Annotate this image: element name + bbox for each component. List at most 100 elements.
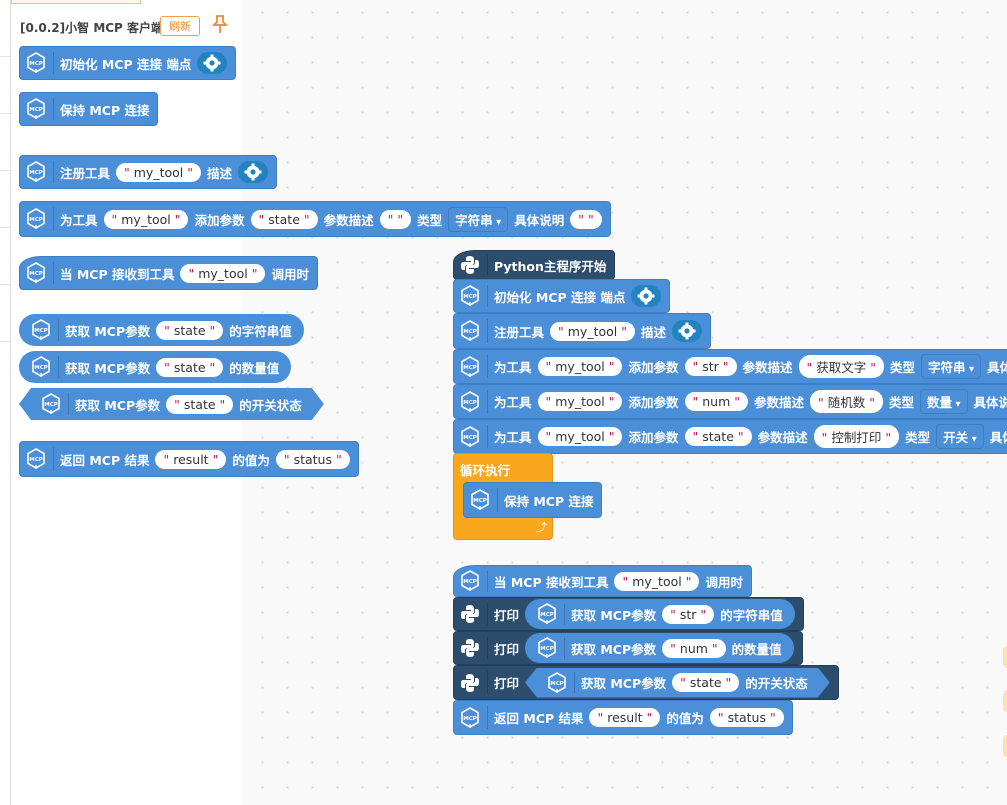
block-label: 保持 MCP 连接: [60, 102, 150, 118]
type-dropdown[interactable]: 字符串 ▾: [448, 206, 509, 232]
chevron-down-icon: ▾: [965, 364, 975, 375]
python-main-hat-block[interactable]: Python主程序开始: [453, 250, 616, 280]
mcp-icon: MCP: [26, 261, 54, 285]
quote-mark: ": [332, 451, 342, 467]
string-field[interactable]: " my_tool ": [550, 321, 635, 341]
quote-mark: ": [806, 360, 817, 375]
mcp-icon: MCP: [460, 319, 488, 343]
statement-block[interactable]: MCP 为工具 " my_tool " 添加参数 " str " 参数描述 " 获取文字 "…: [453, 349, 1007, 384]
string-field[interactable]: " state ": [166, 395, 233, 414]
quote-mark: ": [174, 396, 184, 412]
svg-text:MCP: MCP: [540, 646, 554, 652]
statement-block[interactable]: MCP 保持 MCP 连接: [463, 482, 603, 518]
string-field[interactable]: " my_tool ": [537, 427, 623, 446]
string-field[interactable]: " my_tool ": [614, 571, 700, 591]
string-field[interactable]: " state ": [672, 673, 739, 692]
string-value: result: [607, 710, 643, 725]
string-field[interactable]: " ": [379, 209, 412, 229]
statement-block[interactable]: MCP 为工具 " my_tool " 添加参数 " num " 参数描述 " 随机数 " 类…: [453, 384, 1007, 419]
print-block[interactable]: 打印 MCP 获取 MCP参数 " state " 的开关状态: [453, 665, 839, 700]
gear-mutator-button[interactable]: [672, 320, 702, 342]
string-field[interactable]: " 控制打印 ": [813, 425, 900, 448]
block-label: 的开关状态: [745, 676, 808, 691]
type-dropdown[interactable]: 开关 ▾: [936, 424, 984, 449]
event-hat-block[interactable]: MCP 当 MCP 接收到工具 " my_tool " 调用时: [453, 565, 752, 597]
reporter-block[interactable]: MCP 获取 MCP参数 " num " 的数量值: [525, 633, 794, 663]
statement-block[interactable]: MCP 为工具 " my_tool " 添加参数 " state " 参数描述 " 控制打印…: [453, 419, 1007, 454]
string-field[interactable]: " num ": [662, 638, 726, 658]
block-label: 为工具: [494, 395, 532, 410]
string-field[interactable]: " result ": [155, 449, 227, 469]
statement-block[interactable]: MCP 返回 MCP 结果 " result " 的值为 " status ": [453, 700, 793, 735]
python-icon: [460, 255, 488, 275]
print-block[interactable]: 打印 MCP 获取 MCP参数 " str " 的字符串值: [453, 597, 804, 631]
category-tab-edge: [11, 0, 141, 4]
print-block[interactable]: 打印 MCP 获取 MCP参数 " num " 的数量值: [453, 631, 803, 665]
reporter-block[interactable]: MCP 获取 MCP参数 " state " 的开关状态: [525, 668, 830, 698]
gear-mutator-button[interactable]: [238, 161, 268, 183]
event-hat-block[interactable]: MCP 当 MCP 接收到工具 " my_tool " 调用时: [19, 256, 318, 290]
refresh-button[interactable]: 刷新: [160, 16, 200, 36]
string-field[interactable]: " my_tool ": [180, 263, 266, 283]
reporter-block[interactable]: MCP 获取 MCP参数 " state " 的数量值: [19, 351, 292, 383]
block-label: 为工具: [494, 360, 532, 375]
string-value: my_tool: [555, 394, 605, 409]
string-value: str: [702, 359, 719, 374]
block-label: 初始化 MCP 连接 端点: [494, 289, 626, 305]
quote-mark: ": [818, 395, 828, 410]
string-field[interactable]: " my_tool ": [103, 209, 189, 229]
string-field[interactable]: " str ": [684, 357, 737, 376]
quote-mark: ": [124, 164, 134, 180]
string-value: 随机数: [827, 395, 866, 410]
string-field[interactable]: " state ": [250, 209, 318, 229]
block-label: 注册工具: [60, 165, 111, 181]
string-field[interactable]: " 随机数 ": [810, 390, 883, 413]
quote-mark: ": [866, 360, 877, 375]
statement-block[interactable]: MCP 初始化 MCP 连接 端点: [453, 279, 671, 313]
string-field[interactable]: " str ": [662, 604, 715, 624]
boolean-reporter-block[interactable]: MCP 获取 MCP参数 " state " 的开关状态: [19, 388, 324, 420]
python-icon: [460, 636, 488, 660]
block-label: 初始化 MCP 连接 端点: [60, 56, 192, 72]
string-field[interactable]: " state ": [156, 357, 224, 377]
string-value: state: [702, 429, 734, 444]
string-field[interactable]: " my_tool ": [537, 357, 623, 376]
reporter-block[interactable]: MCP 获取 MCP参数 " state " 的字符串值: [19, 314, 304, 346]
statement-block[interactable]: MCP 返回 MCP 结果 " result " 的值为 " status ": [19, 441, 359, 477]
mcp-icon: MCP: [537, 637, 566, 659]
string-field[interactable]: " result ": [589, 708, 661, 727]
gear-mutator-button[interactable]: [197, 52, 228, 74]
string-field[interactable]: " status ": [275, 449, 350, 469]
quote-mark: ": [881, 430, 892, 445]
statement-block[interactable]: MCP 保持 MCP 连接: [19, 92, 159, 126]
string-field[interactable]: " num ": [684, 392, 748, 411]
python-icon: [460, 602, 488, 626]
statement-block[interactable]: MCP 注册工具 " my_tool " 描述: [19, 155, 277, 189]
statement-block[interactable]: MCP 注册工具 " my_tool " 描述: [453, 313, 711, 349]
quote-mark: ": [545, 394, 556, 409]
statement-block[interactable]: MCP 为工具 " my_tool " 添加参数 " state " 参数描述 " " 类型字…: [19, 201, 611, 237]
string-field[interactable]: " my_tool ": [537, 392, 623, 411]
string-field[interactable]: " state ": [156, 320, 224, 340]
mcp-icon: MCP: [26, 51, 54, 75]
quote-mark: ": [163, 451, 174, 467]
string-value: num: [702, 394, 731, 409]
string-field[interactable]: " my_tool ": [116, 162, 201, 182]
block-label: 具体说明: [514, 212, 565, 228]
dropdown-value: 字符串: [928, 360, 966, 375]
type-dropdown[interactable]: 数量 ▾: [920, 389, 968, 414]
statement-block[interactable]: MCP 初始化 MCP 连接 端点: [19, 46, 237, 80]
string-field[interactable]: " status ": [709, 708, 784, 727]
quote-mark: ": [283, 451, 294, 467]
string-field[interactable]: " state ": [684, 427, 752, 446]
svg-text:MCP: MCP: [29, 107, 43, 113]
string-field[interactable]: " 获取文字 ": [798, 355, 885, 378]
type-dropdown[interactable]: 字符串 ▾: [921, 354, 982, 379]
mcp-icon: MCP: [460, 705, 488, 730]
string-field[interactable]: " ": [570, 209, 602, 229]
quote-mark: ": [258, 211, 269, 227]
gear-mutator-button[interactable]: [631, 285, 662, 307]
reporter-block[interactable]: MCP 获取 MCP参数 " str " 的字符串值: [525, 599, 795, 629]
pin-icon[interactable]: [212, 14, 228, 34]
quote-mark: ": [188, 265, 199, 281]
